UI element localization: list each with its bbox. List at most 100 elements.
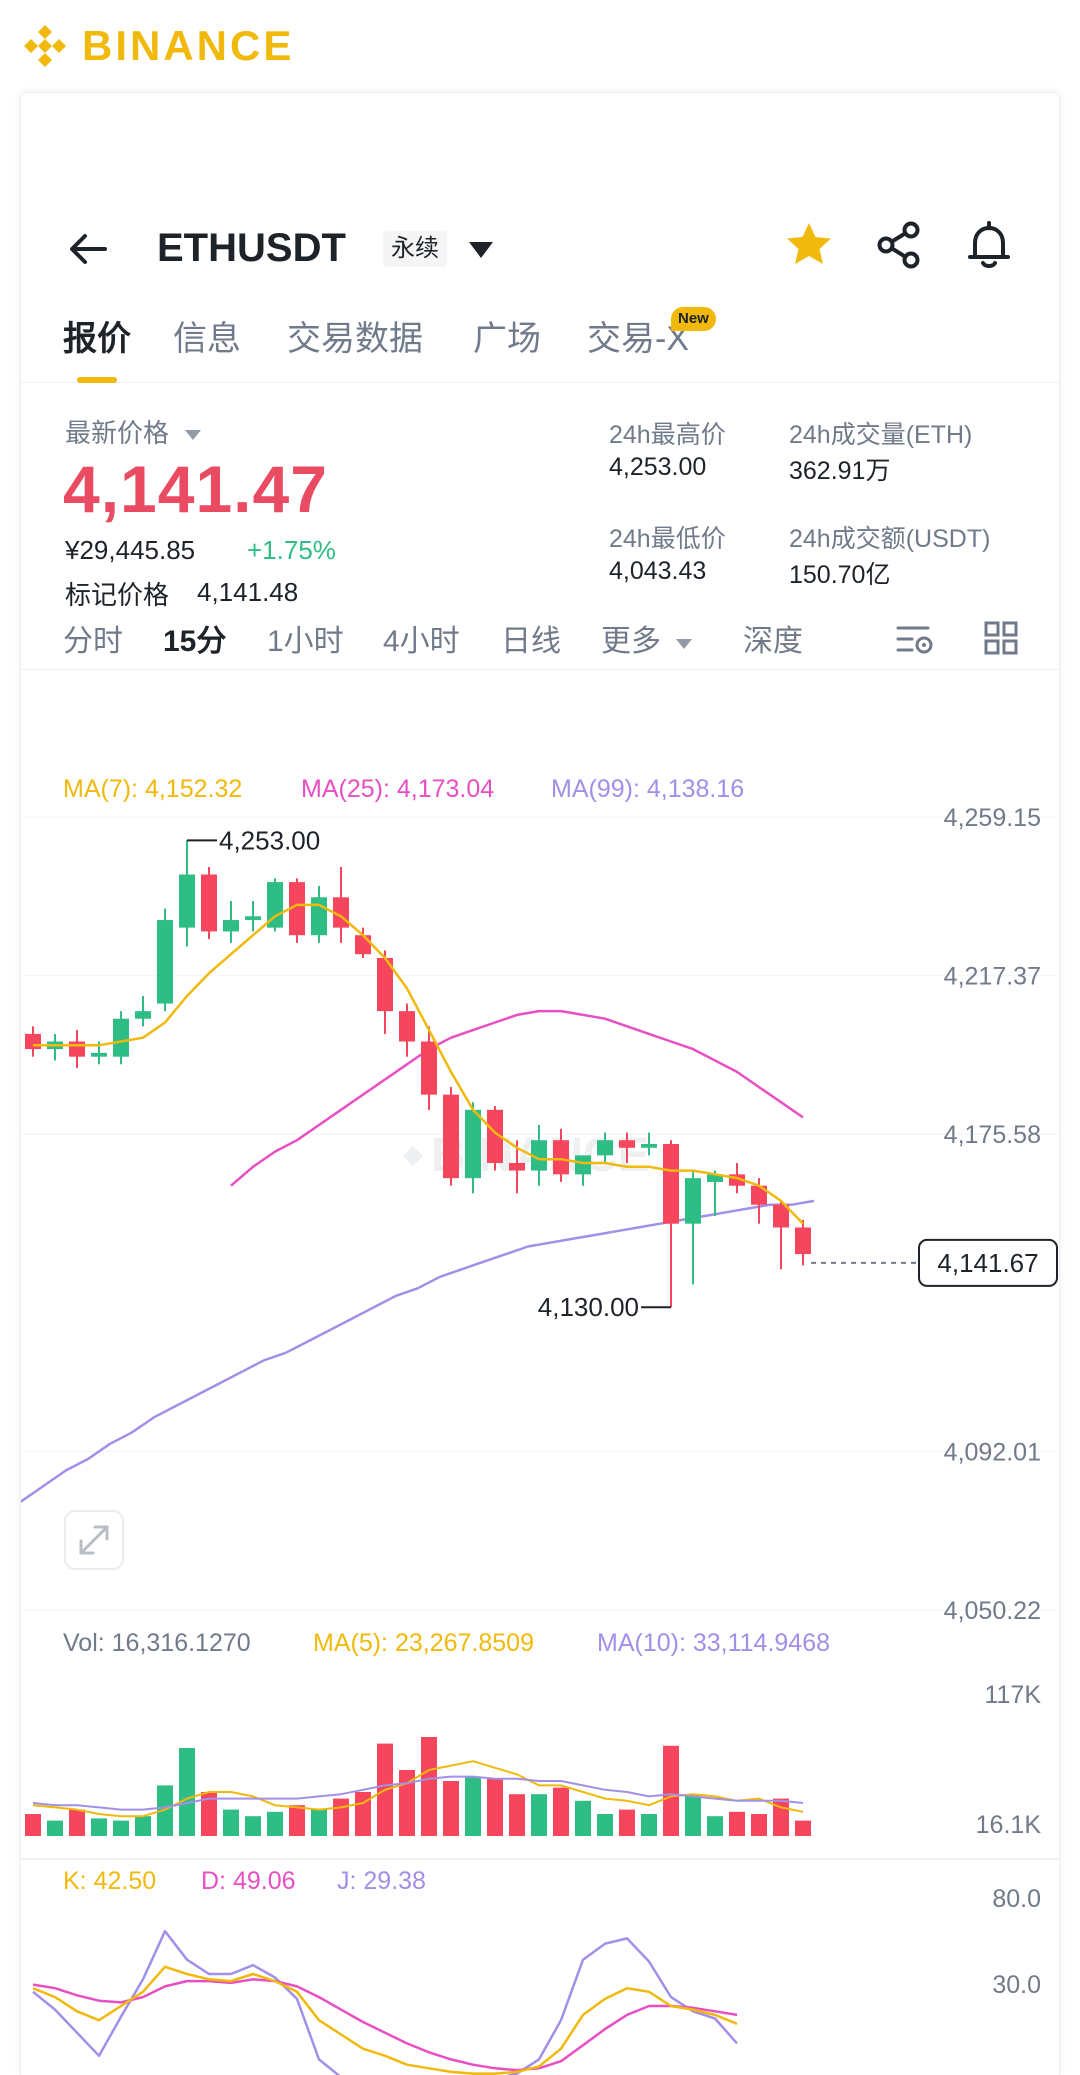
indicator-settings-icon[interactable] [895,622,937,656]
latest-price-label[interactable]: 最新价格 [65,413,202,450]
change-percent: +1.75% [247,535,336,565]
volume-bar [91,1818,107,1836]
candle-body [179,874,195,928]
ma7-line [33,903,804,1225]
bell-icon[interactable] [961,217,1017,273]
price-y-tick: 4,259.15 [944,804,1041,832]
candle-body [729,1174,745,1186]
volume-bar [113,1820,129,1836]
candle-body [223,920,239,932]
low-annotation: 4,130.00 [538,1292,671,1322]
volume-bar [25,1814,41,1836]
candle-body [443,1094,459,1179]
tab-quote[interactable]: 报价 [63,320,131,358]
svg-text:4,130.00: 4,130.00 [538,1292,639,1322]
app-window: ETHUSDT 永续 报价 信息 交易数据 广场 交易-X New [20,92,1060,2075]
interval-4h[interactable]: 4小时 [383,625,460,658]
volume-bar [421,1737,437,1836]
candle-body [201,874,217,932]
low-24h-value: 4,043.43 [609,557,707,585]
high-24h-value: 4,253.00 [609,453,707,481]
candle-body [465,1109,481,1179]
volume-eth-label: 24h成交量(ETH) [789,421,973,449]
watermark: BINANCE [403,1129,650,1182]
interval-1h[interactable]: 1小时 [267,625,344,658]
chart-area[interactable]: BINANCE MA(7): 4,152.32 MA(25): 4,173.04… [21,93,1060,2075]
interval-more[interactable]: 更多 [601,616,693,660]
candle-body [69,1041,85,1057]
volume-bar [201,1792,217,1836]
candle-body [311,897,327,936]
candle-body [399,1011,415,1042]
volume-bar [729,1811,745,1836]
volume-bar [267,1811,283,1836]
caret-down-icon [676,639,693,649]
interval-1d[interactable]: 日线 [501,625,561,658]
top-bar: ETHUSDT 永续 [21,203,1059,293]
star-icon[interactable] [781,217,837,273]
volume-bar [69,1809,85,1836]
kdj-d-legend: D: 49.06 [201,1867,296,1895]
ma99-legend: MA(99): 4,138.16 [551,775,744,803]
main-tabs: 报价 信息 交易数据 广场 交易-X [21,293,1059,383]
kdj-j-legend: J: 29.38 [337,1867,426,1895]
pair-symbol[interactable]: ETHUSDT [157,226,346,270]
svg-text:4,253.00: 4,253.00 [219,825,320,855]
candle-body [25,1033,41,1050]
volume-bar [399,1770,415,1836]
candle-body [245,916,261,921]
tab-trading-data[interactable]: 交易数据 [287,320,423,358]
volume-bar [575,1800,591,1836]
candle-body [289,882,305,936]
candle-body [487,1109,503,1163]
kdj-j-polyline [32,1929,738,2075]
brand-name: BINANCE [82,22,295,69]
ma7-polyline [33,903,804,1225]
kdj-y-tick: 30.0 [992,1971,1041,1999]
arrow-left-icon[interactable] [61,221,117,277]
volume-bar [333,1798,349,1836]
interval-depth[interactable]: 深度 [743,625,803,658]
volume-bars [25,1737,811,1836]
expand-icon[interactable] [64,1510,124,1570]
tab-square[interactable]: 广场 [473,320,541,358]
volume-bar [47,1820,63,1836]
volume-bar [465,1776,481,1836]
candle-body [157,920,173,1004]
binance-diamond-icon [24,25,66,67]
kdj-d-polyline [32,1978,738,2072]
caret-down-icon[interactable] [467,239,495,261]
layout-grid-icon[interactable] [983,620,1019,656]
candlesticks [25,840,811,1308]
price-y-tick: 4,092.01 [944,1438,1041,1466]
new-badge: New [671,307,716,331]
volume-bar [751,1814,767,1836]
volume-bar [641,1814,657,1836]
interval-15m[interactable]: 15分 [163,625,227,658]
candle-body [795,1227,811,1255]
share-icon[interactable] [871,217,927,273]
high-24h-label: 24h最高价 [609,421,726,449]
volume-y-tick: 117K [984,1681,1041,1709]
candle-body [509,1162,525,1171]
volume-bar [685,1794,701,1836]
ma99-polyline [21,1199,815,1504]
volume-y-tick: 16.1K [976,1811,1042,1839]
volume-bar [597,1814,613,1836]
kdj-y-tick: 80.0 [992,1885,1041,1913]
ma25-polyline [230,1009,804,1187]
candle-body [575,1155,591,1175]
volume-bar [509,1794,525,1836]
volume-bar [707,1816,723,1836]
kdj-k-legend: K: 42.50 [63,1867,156,1895]
interval-selector: 分时 15分 1小时 4小时 日线 更多 深度 [21,598,1059,670]
volume-bar [553,1787,569,1836]
candle-body [377,958,393,1012]
interval-line[interactable]: 分时 [63,625,123,658]
volume-legend: Vol: 16,316.1270 [63,1629,251,1657]
tab-info[interactable]: 信息 [173,320,241,358]
candle-body [113,1018,129,1057]
current-price-marker: 4,141.67 [811,1238,1058,1287]
volume-bar [135,1816,151,1836]
volume-bar [531,1794,547,1836]
